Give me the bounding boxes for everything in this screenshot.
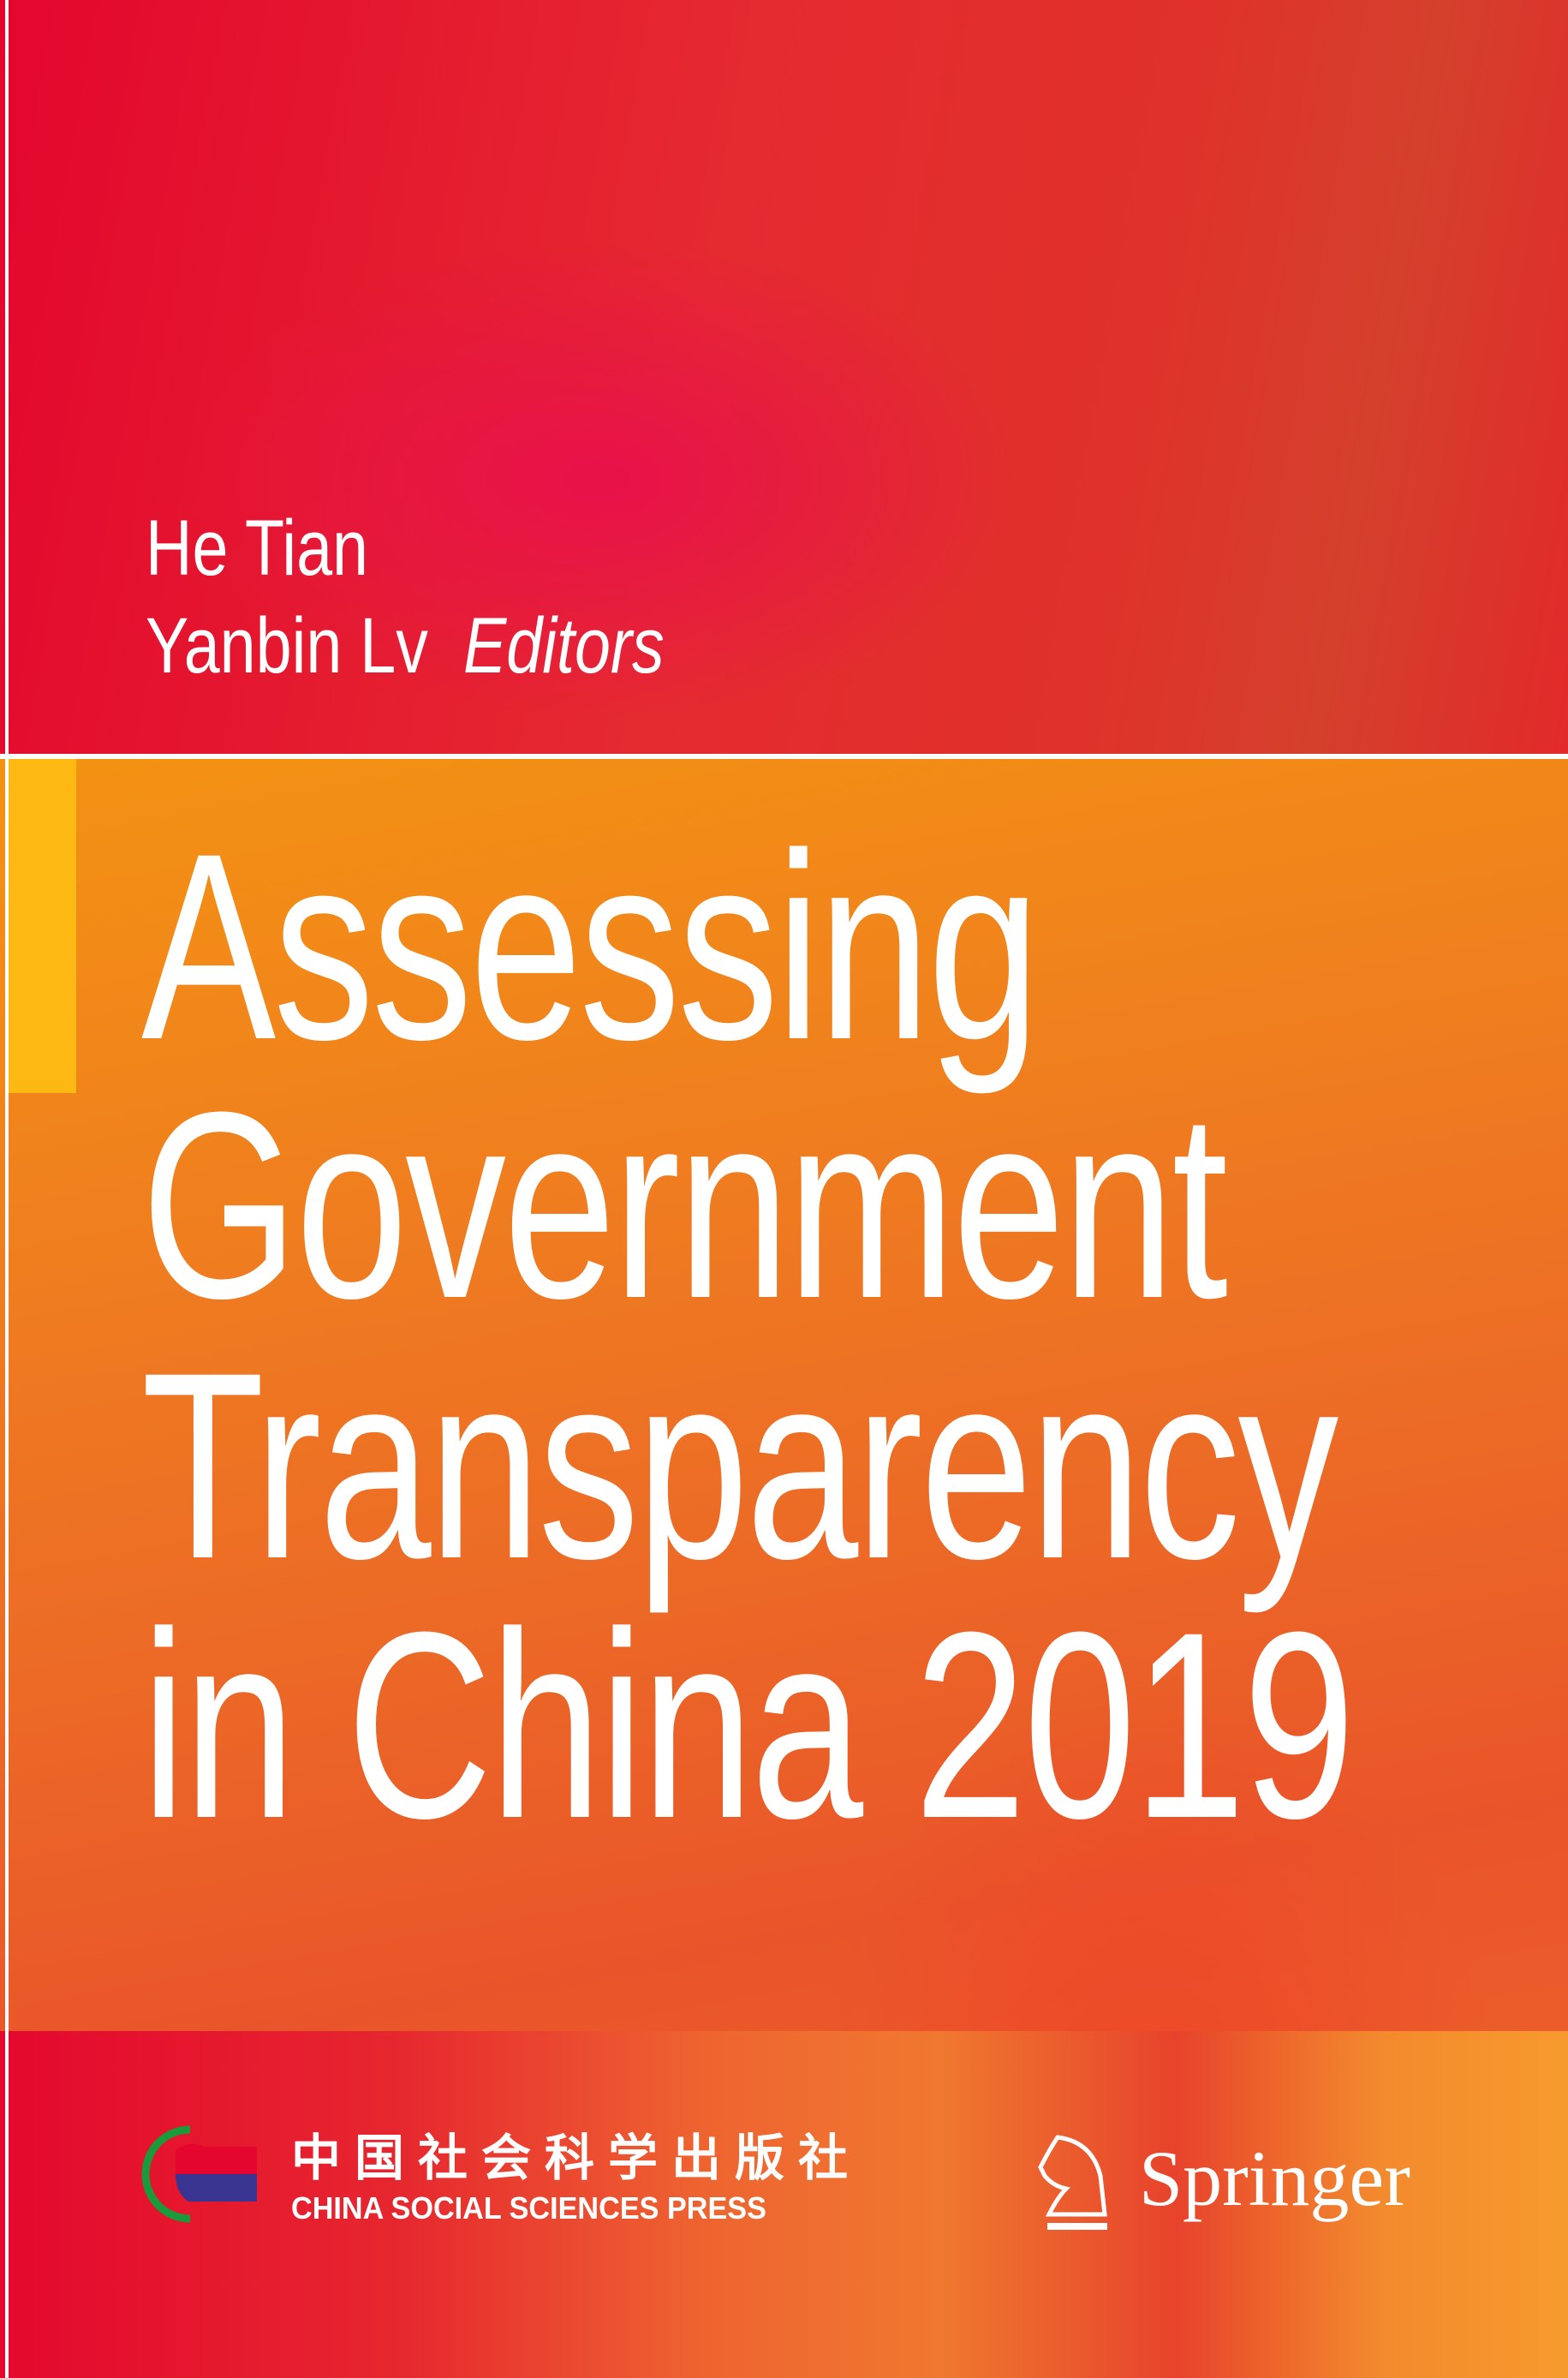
springer-horse-icon bbox=[1038, 2135, 1107, 2230]
cssp-logo-icon bbox=[141, 2125, 257, 2223]
title-line-4: in China 2019 bbox=[141, 1576, 1356, 1873]
publisher-band bbox=[0, 2031, 1568, 2378]
author-2-line: Yanbin Lv Editors bbox=[146, 601, 665, 690]
title-line-2: Government bbox=[141, 1056, 1228, 1353]
accent-block bbox=[9, 759, 76, 1093]
title-line-3: Transparency bbox=[141, 1317, 1338, 1614]
top-band bbox=[0, 0, 1568, 754]
springer-logo-text: Springer bbox=[1139, 2135, 1410, 2222]
cssp-chinese-name: 中国社会科学出版社 bbox=[291, 2129, 862, 2187]
editors-label: Editors bbox=[462, 602, 665, 690]
author-2: Yanbin Lv bbox=[146, 602, 428, 690]
author-1: He Tian bbox=[146, 505, 368, 592]
vertical-rule bbox=[5, 0, 9, 2378]
cssp-english-name: CHINA SOCIAL SCIENCES PRESS bbox=[291, 2190, 766, 2226]
title-band bbox=[0, 759, 1568, 2031]
horizontal-rule bbox=[0, 754, 1568, 759]
title-line-1: Assessing bbox=[141, 798, 1040, 1095]
